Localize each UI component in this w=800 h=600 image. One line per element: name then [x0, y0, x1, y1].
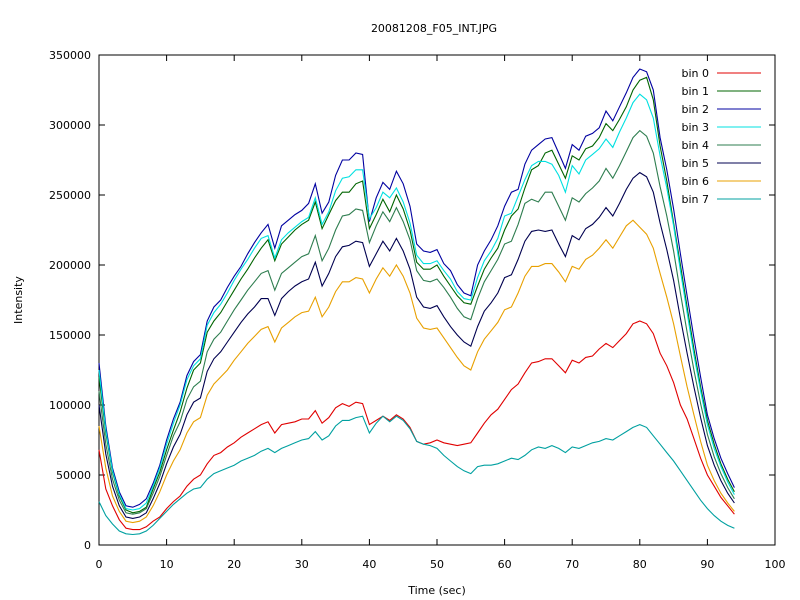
legend-label: bin 6 — [681, 175, 709, 188]
legend-label: bin 1 — [681, 85, 709, 98]
x-tick-label: 60 — [498, 558, 512, 571]
y-tick-label: 150000 — [49, 329, 91, 342]
y-tick-label: 0 — [84, 539, 91, 552]
y-tick-label: 300000 — [49, 119, 91, 132]
x-tick-label: 10 — [160, 558, 174, 571]
legend-label: bin 5 — [681, 157, 709, 170]
legend-label: bin 7 — [681, 193, 709, 206]
legend-label: bin 4 — [681, 139, 709, 152]
x-axis: 0 10 20 30 40 50 60 70 80 90 100 — [96, 55, 786, 571]
legend-label: bin 0 — [681, 67, 709, 80]
x-tick-label: 90 — [700, 558, 714, 571]
plot-frame — [98, 54, 776, 546]
y-tick-label: 50000 — [56, 469, 91, 482]
x-tick-label: 20 — [227, 558, 241, 571]
x-tick-label: 100 — [765, 558, 786, 571]
x-tick-label: 0 — [96, 558, 103, 571]
series-line — [98, 68, 735, 508]
y-axis: 0 50000 100000 150000 200000 250000 300000 3500… — [49, 49, 775, 552]
y-tick-label: 250000 — [49, 189, 91, 202]
series-line — [98, 219, 735, 524]
x-tick-label: 40 — [362, 558, 376, 571]
series-line — [98, 76, 735, 514]
legend-label: bin 3 — [681, 121, 709, 134]
x-tick-label: 50 — [430, 558, 444, 571]
chart-title: 20081208_F05_INT.JPG — [371, 22, 497, 35]
series-lines — [98, 68, 735, 536]
y-axis-label: Intensity — [12, 276, 25, 324]
y-tick-label: 200000 — [49, 259, 91, 272]
legend: bin 0 bin 1 bin 2 bin 3 bin 4 bin 5 bin 6 bin 7 — [681, 67, 761, 206]
plot-area — [98, 54, 776, 546]
x-axis-label: Time (sec) — [407, 584, 466, 597]
x-tick-label: 80 — [633, 558, 647, 571]
x-tick-label: 30 — [295, 558, 309, 571]
x-tick-label: 70 — [565, 558, 579, 571]
series-line — [98, 129, 735, 515]
series-line — [98, 171, 735, 519]
legend-label: bin 2 — [681, 103, 709, 116]
y-tick-label: 100000 — [49, 399, 91, 412]
series-line — [98, 93, 735, 511]
y-tick-label: 350000 — [49, 49, 91, 62]
series-line — [98, 415, 735, 536]
